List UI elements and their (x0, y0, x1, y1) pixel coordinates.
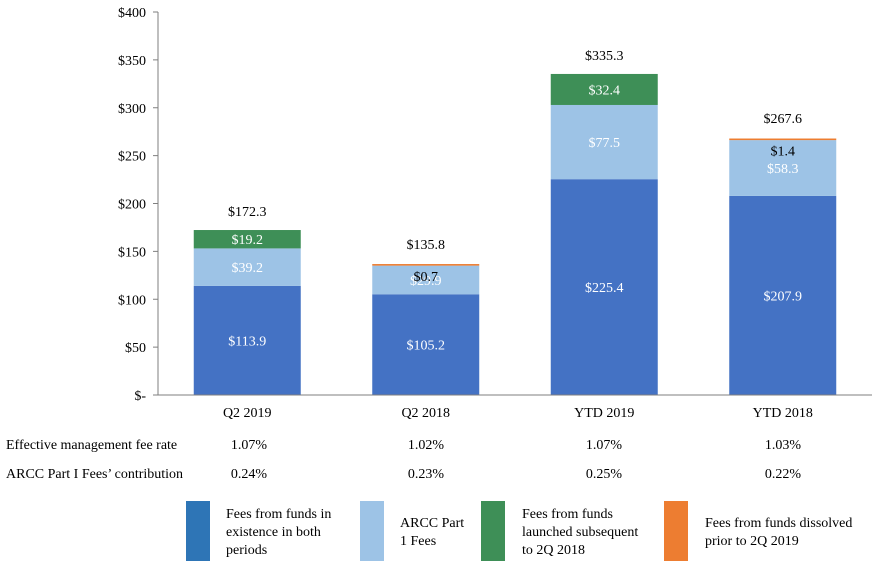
y-axis: $- $50 $100 $150 $200 $250 $300 $350 $400 (118, 6, 159, 404)
y-tick-label: $200 (118, 198, 146, 213)
bar-segment (729, 138, 837, 141)
legend-label-arcc-part1: ARCC Part 1 Fees (400, 516, 465, 549)
legend-label-launched-funds: Fees from funds launched subsequent to 2Q … (522, 507, 639, 558)
legend-swatch-existing-funds (186, 501, 210, 561)
fee-rate-q2-2018: 1.02% (407, 438, 445, 453)
bar-segment (729, 195, 837, 395)
bar-segment (193, 230, 301, 249)
bar-segment (193, 285, 301, 395)
fee-rate-ytd-2019: 1.07% (585, 438, 623, 453)
bar-segment (550, 179, 658, 395)
legend-label-dissolved-funds: Fees from funds dissolved prior to 2Q 201… (705, 516, 853, 549)
legend-swatch-dissolved-funds (664, 501, 688, 561)
data-label: $39.2 (232, 261, 264, 276)
row-label-arcc-contribution: ARCC Part I Fees’ contribution (6, 467, 184, 482)
x-tick-label: YTD 2019 (574, 406, 634, 421)
data-label: $225.4 (585, 281, 624, 296)
total-label: $335.3 (585, 49, 624, 64)
bar-segment (193, 248, 301, 286)
y-tick-label: $50 (125, 341, 146, 356)
bar-segment (550, 104, 658, 180)
total-label: $172.3 (228, 205, 267, 220)
x-tick-label: Q2 2018 (401, 406, 450, 421)
fee-rate-q2-2019: 1.07% (230, 438, 268, 453)
bar-segment (729, 140, 837, 196)
data-label: $29.9 (410, 274, 442, 289)
y-tick-label: $250 (118, 150, 146, 165)
data-label: $32.4 (589, 83, 621, 98)
data-label: $77.5 (589, 136, 621, 151)
y-tick-label: $100 (118, 293, 146, 308)
bar-series: $113.9 $39.2 $19.2 $172.3 $105.2 $29.9$0.7 $13… (193, 49, 837, 395)
data-label: $0.7 (414, 270, 439, 285)
bar-segment (372, 294, 480, 395)
data-label: $113.9 (228, 334, 266, 349)
x-tick-label: Q2 2019 (223, 406, 272, 421)
y-tick-label: $150 (118, 245, 146, 260)
bar-segment (550, 73, 658, 105)
data-label: $207.9 (764, 289, 803, 304)
contribution-q2-2019: 0.24% (230, 467, 268, 482)
y-tick-label: $350 (118, 54, 146, 69)
y-tick-label: $400 (118, 6, 146, 21)
fee-rate-ytd-2018: 1.03% (764, 438, 802, 453)
contribution-q2-2018: 0.23% (407, 467, 445, 482)
legend-label-existing-funds: Fees from funds in existence in both perio… (226, 507, 332, 558)
row-label-effective-fee-rate: Effective management fee rate (6, 438, 178, 453)
bar-segment (372, 264, 480, 266)
x-tick-label: YTD 2018 (753, 406, 813, 421)
y-tick-label: $300 (118, 102, 146, 117)
data-label: $19.2 (232, 233, 264, 248)
data-label: $105.2 (407, 339, 446, 354)
contribution-ytd-2018: 0.22% (764, 467, 802, 482)
y-tick-label: $- (134, 389, 146, 404)
contribution-ytd-2019: 0.25% (585, 467, 623, 482)
total-label: $267.6 (764, 112, 803, 127)
x-axis: Q2 2019 Q2 2018 YTD 2019 YTD 2018 (158, 394, 872, 421)
bar-segment (372, 265, 480, 295)
legend-swatch-launched-funds (481, 501, 505, 561)
data-label: $58.3 (767, 162, 799, 177)
data-label: $1.4 (771, 145, 796, 160)
total-label: $135.8 (407, 238, 446, 253)
legend-swatch-arcc-part1 (360, 501, 384, 561)
